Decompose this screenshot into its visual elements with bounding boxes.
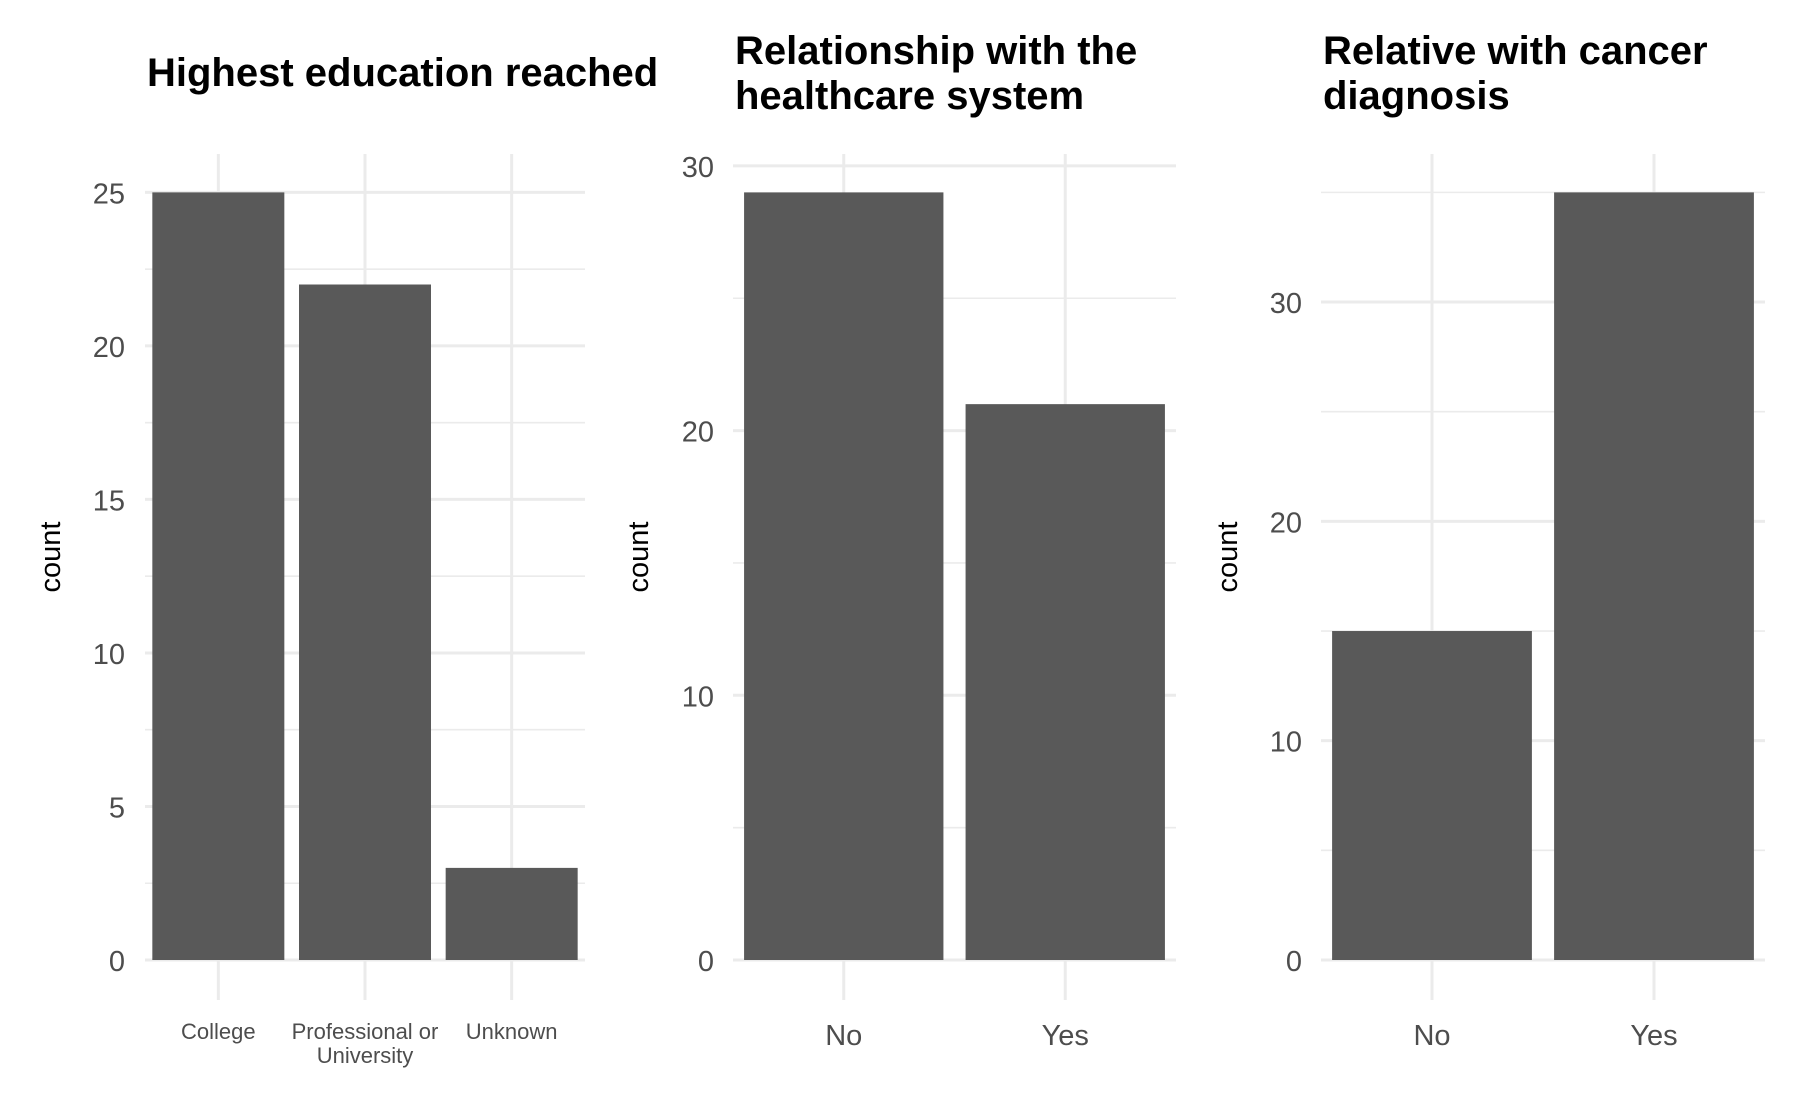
y-tick-label: 20 xyxy=(1270,507,1302,539)
x-tick-label: Yes xyxy=(1042,1020,1089,1052)
x-tick-label: No xyxy=(1413,1020,1450,1052)
panel-title: Highest education reached xyxy=(147,51,658,95)
x-tick-label: Unknown xyxy=(466,1019,558,1044)
bar-yes xyxy=(965,404,1165,960)
y-tick-label: 0 xyxy=(109,946,125,978)
bar-professional-or-university xyxy=(299,284,431,960)
y-tick-label: 10 xyxy=(1270,727,1302,759)
bar-unknown xyxy=(445,867,578,960)
panel-1: 0 5 10 15 20 25 College Professional or Universi… xyxy=(35,51,658,1068)
y-tick-label: 10 xyxy=(93,639,125,671)
y-tick-label: 20 xyxy=(682,417,714,449)
bar-college xyxy=(152,192,285,960)
x-tick-label: Professional or University xyxy=(292,1019,439,1068)
x-tick-label: No xyxy=(825,1020,862,1052)
panel-title: Relationship with the xyxy=(735,29,1137,73)
panel-title: healthcare system xyxy=(735,74,1084,118)
x-tick-label: College xyxy=(181,1019,256,1044)
y-tick-label: 0 xyxy=(698,946,714,978)
panel-3: 0 10 20 30 No Yes count Relative with cancerdia… xyxy=(1212,29,1765,1052)
y-tick-label: 5 xyxy=(109,792,125,824)
y-tick-label: 0 xyxy=(1286,946,1302,978)
y-tick-label: 20 xyxy=(93,332,125,364)
bar-no xyxy=(1332,631,1532,960)
bar-yes xyxy=(1554,192,1754,960)
panel-title: diagnosis xyxy=(1323,74,1510,118)
y-tick-label: 30 xyxy=(682,152,714,184)
y-axis-label: count xyxy=(35,522,67,593)
panel-2: 0 10 20 30 No Yes count Relationship with thehe… xyxy=(623,29,1176,1052)
y-tick-label: 10 xyxy=(682,681,714,713)
y-tick-label: 30 xyxy=(1270,288,1302,320)
y-axis-label: count xyxy=(623,522,655,593)
y-tick-label: 25 xyxy=(93,178,125,210)
y-tick-label: 15 xyxy=(93,485,125,517)
panel-title: Relative with cancer xyxy=(1323,29,1708,73)
bar-no xyxy=(744,192,944,960)
y-axis-label: count xyxy=(1212,522,1244,593)
x-tick-label: Yes xyxy=(1630,1020,1677,1052)
